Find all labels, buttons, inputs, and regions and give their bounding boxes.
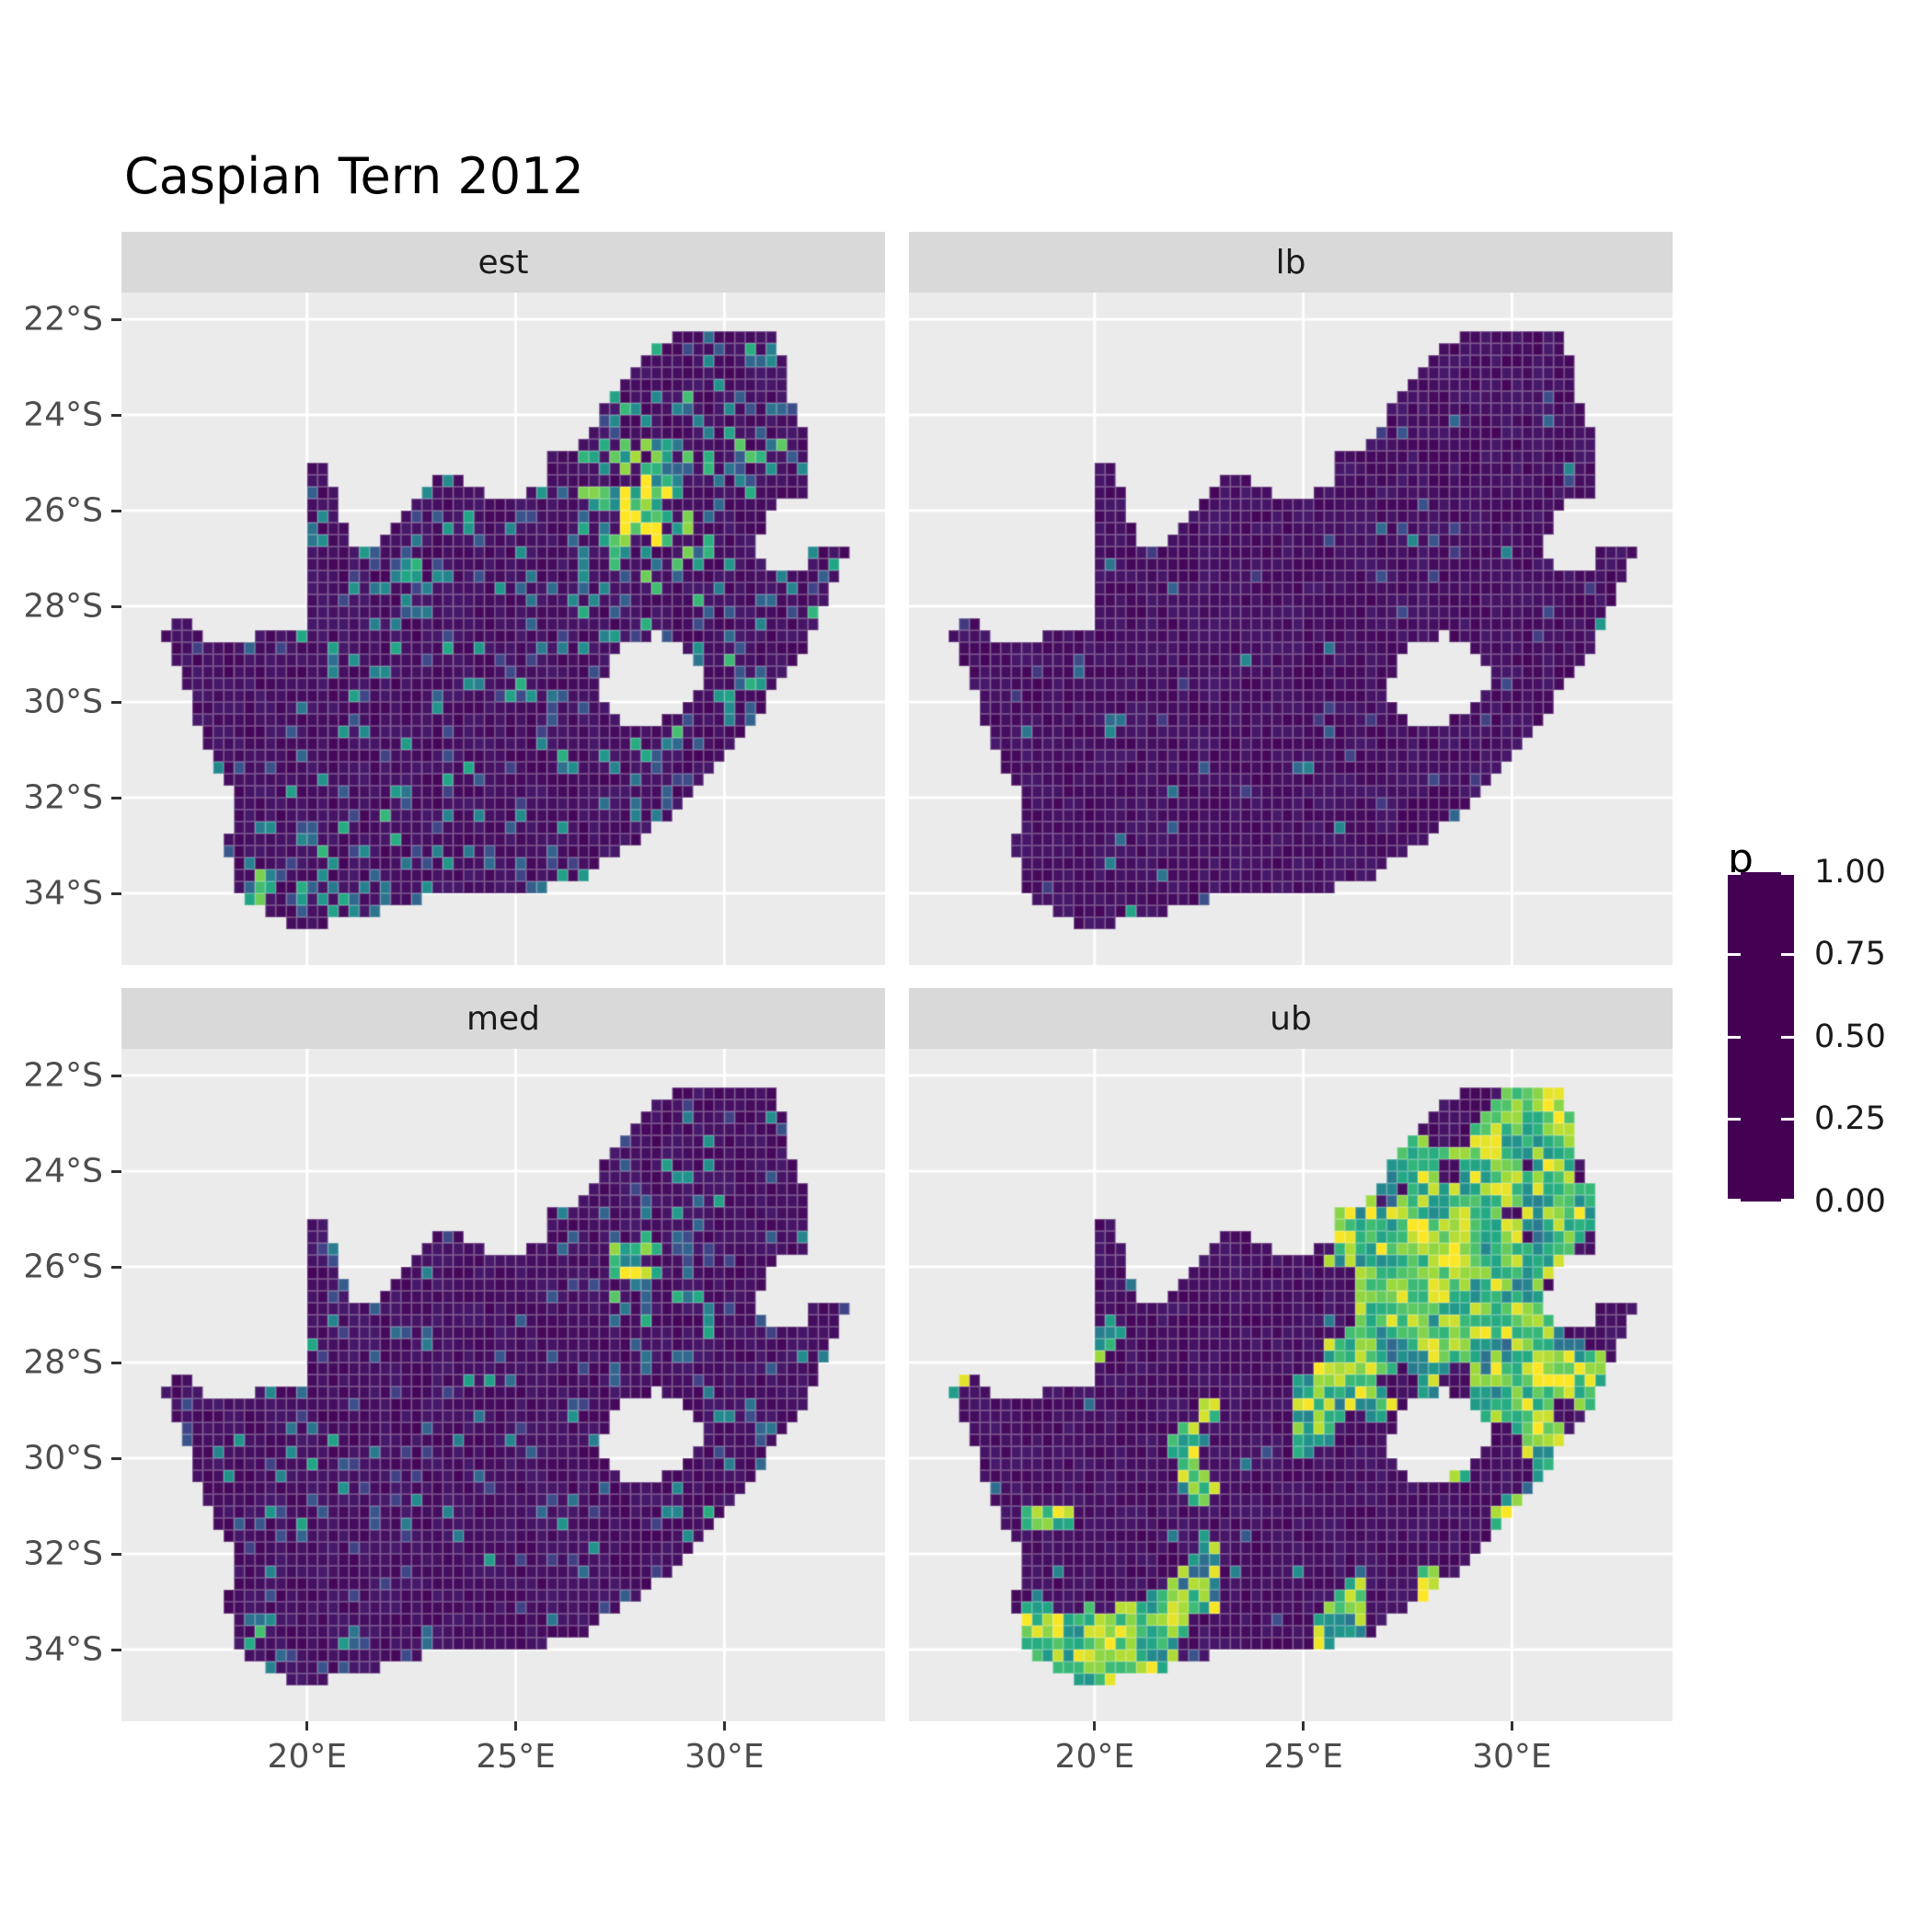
- y-tick-mark: [111, 604, 121, 608]
- x-tick-label: 25°E: [476, 1738, 556, 1776]
- facet-strip-label-ub: ub: [1270, 999, 1312, 1038]
- map-canvas-med: [121, 1049, 885, 1721]
- y-tick-mark: [111, 413, 121, 417]
- x-tick-label: 20°E: [267, 1738, 348, 1776]
- y-tick-label: 26°S: [23, 491, 103, 530]
- legend-tick-mark: [1781, 1199, 1794, 1202]
- y-tick-label: 30°S: [23, 1439, 103, 1478]
- legend-tick-mark: [1781, 1118, 1794, 1121]
- map-canvas-ub: [909, 1049, 1673, 1721]
- x-tick-mark: [1302, 1721, 1305, 1731]
- facet-strip-med: med: [121, 988, 885, 1049]
- legend-label-1.00: 1.00: [1814, 854, 1886, 891]
- y-tick-label: 24°S: [23, 1152, 103, 1190]
- legend-tick-mark: [1781, 872, 1794, 875]
- y-tick-mark: [111, 1074, 121, 1077]
- y-tick-mark: [111, 1361, 121, 1364]
- legend-label-0.75: 0.75: [1814, 936, 1886, 972]
- legend-label-0.50: 0.50: [1814, 1018, 1886, 1055]
- map-canvas-est: [121, 293, 885, 965]
- y-tick-label: 30°S: [23, 683, 103, 721]
- y-tick-mark: [111, 317, 121, 321]
- y-tick-mark: [111, 891, 121, 895]
- legend-label-0.00: 0.00: [1814, 1183, 1886, 1220]
- x-tick-mark: [1510, 1721, 1513, 1731]
- y-tick-label: 34°S: [23, 1630, 103, 1669]
- x-tick-mark: [722, 1721, 726, 1731]
- y-tick-mark: [111, 700, 121, 704]
- y-tick-mark: [111, 1456, 121, 1460]
- y-tick-label: 32°S: [23, 778, 103, 817]
- legend-tick-mark: [1728, 953, 1741, 956]
- y-tick-mark: [111, 1552, 121, 1556]
- facet-strip-label-est: est: [477, 243, 529, 282]
- legend-tick-mark: [1728, 872, 1741, 875]
- facet-strip-est: est: [121, 232, 885, 293]
- legend-tick-mark: [1728, 1118, 1741, 1121]
- facet-strip-label-lb: lb: [1275, 243, 1306, 282]
- legend-tick-mark: [1781, 1035, 1794, 1039]
- y-tick-mark: [111, 1169, 121, 1173]
- x-tick-mark: [1093, 1721, 1097, 1731]
- y-tick-mark: [111, 1648, 121, 1651]
- x-tick-label: 30°E: [1472, 1738, 1552, 1776]
- legend-label-0.25: 0.25: [1814, 1100, 1886, 1137]
- legend-colorbar: [1728, 872, 1794, 1202]
- x-tick-mark: [305, 1721, 309, 1731]
- y-tick-label: 28°S: [23, 587, 103, 626]
- x-tick-label: 25°E: [1263, 1738, 1343, 1776]
- x-tick-label: 20°E: [1054, 1738, 1135, 1776]
- y-tick-label: 32°S: [23, 1535, 103, 1573]
- y-tick-label: 24°S: [23, 396, 103, 434]
- y-tick-label: 22°S: [23, 1056, 103, 1095]
- map-canvas-lb: [909, 293, 1673, 965]
- facet-strip-label-med: med: [466, 999, 541, 1038]
- y-tick-mark: [111, 509, 121, 512]
- facet-strip-lb: lb: [909, 232, 1673, 293]
- x-tick-label: 30°E: [684, 1738, 765, 1776]
- plot-title: Caspian Tern 2012: [124, 147, 584, 205]
- y-tick-label: 34°S: [23, 874, 103, 913]
- y-tick-mark: [111, 796, 121, 799]
- y-tick-mark: [111, 1265, 121, 1269]
- legend-tick-mark: [1781, 953, 1794, 956]
- legend-tick-mark: [1728, 1199, 1741, 1202]
- y-tick-label: 28°S: [23, 1343, 103, 1382]
- x-tick-mark: [514, 1721, 518, 1731]
- y-tick-label: 22°S: [23, 300, 103, 339]
- legend-tick-mark: [1728, 1035, 1741, 1039]
- facet-strip-ub: ub: [909, 988, 1673, 1049]
- y-tick-label: 26°S: [23, 1248, 103, 1286]
